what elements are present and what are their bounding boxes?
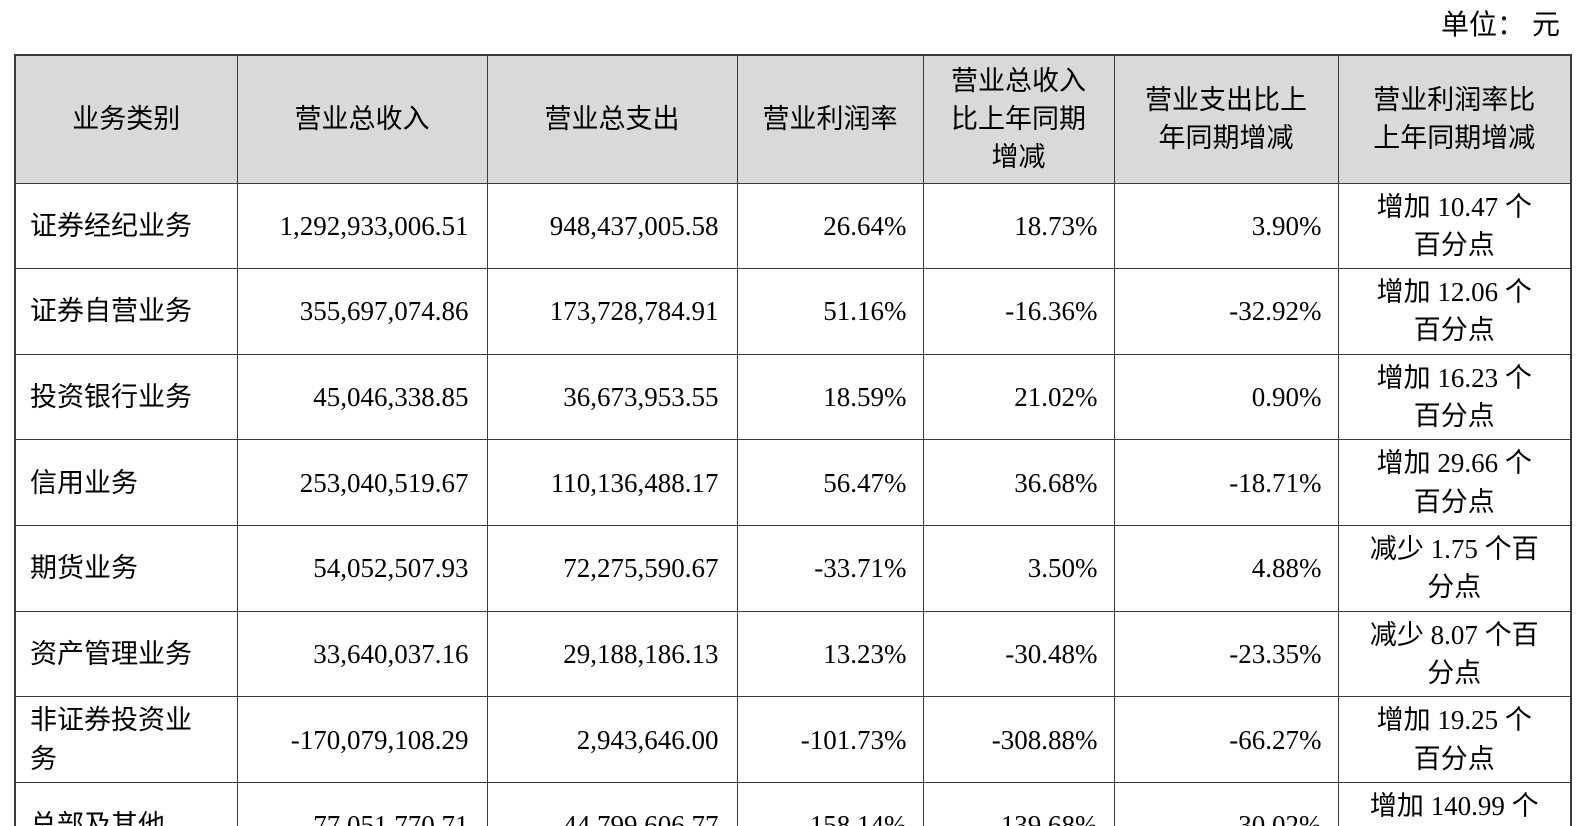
data-cell: 增加 12.06 个百分点 (1337, 268, 1572, 355)
data-cell: 29,188,186.13 (486, 610, 738, 698)
data-cell: 72,275,590.67 (486, 525, 738, 612)
data-cell: -158.14% (736, 782, 924, 826)
data-cell: 增加 140.99 个百分点 (1337, 782, 1572, 826)
data-cell: 51.16% (736, 268, 924, 355)
data-cell: -170,079,108.29 (236, 696, 488, 784)
row-category-cell: 总部及其他 (14, 782, 238, 826)
data-cell: 253,040,519.67 (236, 439, 488, 527)
data-cell: 3.50% (922, 525, 1115, 612)
row-category-cell: 证券经纪业务 (14, 182, 238, 270)
business-segments-table: 业务类别 营业总收入 营业总支出 营业利润率 营业总收入比上年同期增减 营业支出比上年同期… (14, 54, 1572, 826)
data-cell: 0.90% (1113, 353, 1339, 441)
table-row: 非证券投资业务 -170,079,108.29 2,943,646.00 -101.7… (14, 696, 1572, 784)
data-cell: 33,640,037.16 (236, 610, 488, 698)
data-cell: -30.48% (922, 610, 1115, 698)
data-cell: -16.36% (922, 268, 1115, 355)
data-cell: -30.02% (1113, 782, 1339, 826)
data-cell: 13.23% (736, 610, 924, 698)
data-cell: 36,673,953.55 (486, 353, 738, 441)
data-cell: 948,437,005.58 (486, 182, 738, 270)
header-row: 业务类别 营业总收入 营业总支出 营业利润率 营业总收入比上年同期增减 营业支出比上年同期… (14, 54, 1572, 184)
data-cell: -23.35% (1113, 610, 1339, 698)
column-header-6: 营业利润率比上年同期增减 (1337, 54, 1572, 184)
data-cell: 1,292,933,006.51 (236, 182, 488, 270)
data-cell: 增加 19.25 个百分点 (1337, 696, 1572, 784)
data-cell: 36.68% (922, 439, 1115, 527)
data-cell: -66.27% (1113, 696, 1339, 784)
data-cell: 减少 1.75 个百分点 (1337, 525, 1572, 612)
data-cell: 21.02% (922, 353, 1115, 441)
data-cell: 18.73% (922, 182, 1115, 270)
row-category-cell: 非证券投资业务 (14, 696, 238, 784)
report-page: 单位： 元 业务类别 营业总收入 营业总支出 营业利润率 营业总收入比上年同期增减 营业支… (0, 9, 1584, 826)
column-header-1: 营业总收入 (236, 54, 488, 184)
table-row: 总部及其他 -77,051,770.71 44,799,606.77 -158.14%… (14, 782, 1572, 826)
row-category-cell: 资产管理业务 (14, 610, 238, 698)
data-cell: 110,136,488.17 (486, 439, 738, 527)
data-cell: -32.92% (1113, 268, 1339, 355)
data-cell: 增加 10.47 个百分点 (1337, 182, 1572, 270)
row-category-cell: 信用业务 (14, 439, 238, 527)
data-cell: 355,697,074.86 (236, 268, 488, 355)
table-row: 证券自营业务 355,697,074.86 173,728,784.91 51.16%… (14, 268, 1572, 355)
table-row: 证券经纪业务 1,292,933,006.51 948,437,005.58 26.6… (14, 182, 1572, 270)
row-category-cell: 证券自营业务 (14, 268, 238, 355)
data-cell: 173,728,784.91 (486, 268, 738, 355)
data-cell: -33.71% (736, 525, 924, 612)
row-category-cell: 投资银行业务 (14, 353, 238, 441)
data-cell: 56.47% (736, 439, 924, 527)
data-cell: 54,052,507.93 (236, 525, 488, 612)
column-header-0: 业务类别 (14, 54, 238, 184)
table-body: 证券经纪业务 1,292,933,006.51 948,437,005.58 26.6… (14, 182, 1572, 826)
table-row: 信用业务 253,040,519.67 110,136,488.17 56.47% 36… (14, 439, 1572, 527)
column-header-2: 营业总支出 (486, 54, 738, 184)
data-cell: 45,046,338.85 (236, 353, 488, 441)
data-cell: 增加 29.66 个百分点 (1337, 439, 1572, 527)
row-category-cell: 期货业务 (14, 525, 238, 612)
column-header-4: 营业总收入比上年同期增减 (922, 54, 1115, 184)
data-cell: -139.68% (922, 782, 1115, 826)
column-header-3: 营业利润率 (736, 54, 924, 184)
data-cell: 4.88% (1113, 525, 1339, 612)
column-header-5: 营业支出比上年同期增减 (1113, 54, 1339, 184)
data-cell: 增加 16.23 个百分点 (1337, 353, 1572, 441)
unit-label: 单位： 元 (1440, 10, 1560, 41)
data-cell: -101.73% (736, 696, 924, 784)
table-row: 资产管理业务 33,640,037.16 29,188,186.13 13.23% -3… (14, 610, 1572, 698)
table-row: 投资银行业务 45,046,338.85 36,673,953.55 18.59% 21… (14, 353, 1572, 441)
table-header: 业务类别 营业总收入 营业总支出 营业利润率 营业总收入比上年同期增减 营业支出比上年同期… (14, 54, 1572, 184)
data-cell: 26.64% (736, 182, 924, 270)
table-row: 期货业务 54,052,507.93 72,275,590.67 -33.71% 3.5… (14, 525, 1572, 612)
data-cell: 2,943,646.00 (486, 696, 738, 784)
data-cell: 44,799,606.77 (486, 782, 738, 826)
data-cell: 18.59% (736, 353, 924, 441)
data-cell: 减少 8.07 个百分点 (1337, 610, 1572, 698)
data-cell: 3.90% (1113, 182, 1339, 270)
data-cell: -77,051,770.71 (236, 782, 488, 826)
data-cell: -18.71% (1113, 439, 1339, 527)
data-cell: -308.88% (922, 696, 1115, 784)
